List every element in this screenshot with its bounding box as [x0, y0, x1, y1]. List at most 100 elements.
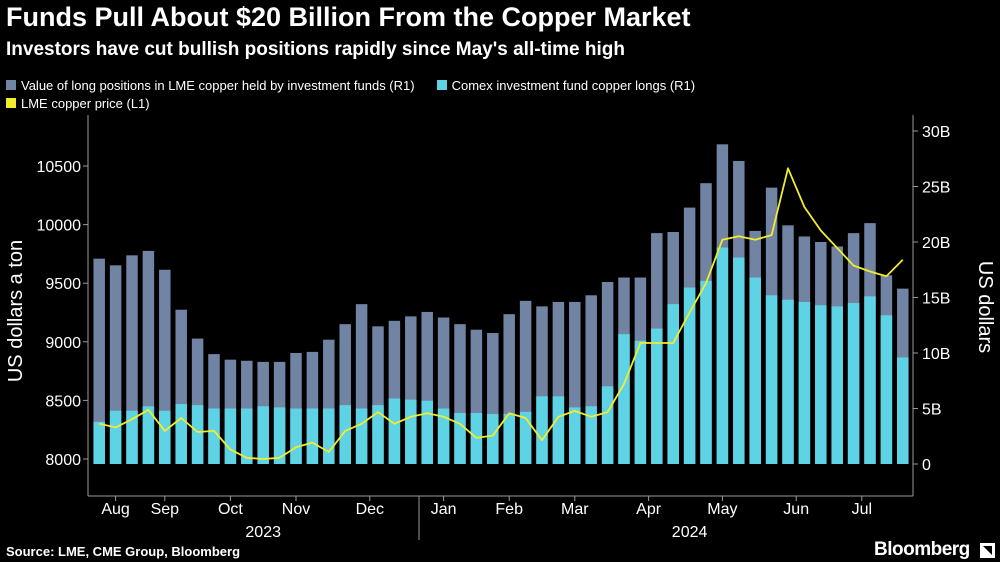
lme-fund-bar [175, 309, 187, 464]
comex-fund-bar [897, 357, 909, 464]
right-axis-tick-label: 10B [922, 346, 950, 363]
comex-fund-bar [142, 406, 155, 464]
comex-fund-bar [733, 257, 745, 464]
lme-fund-bar [388, 320, 401, 464]
right-axis-tick-label: 20B [922, 235, 950, 252]
comex-fund-bar [765, 295, 778, 464]
lme-fund-bar [552, 301, 565, 464]
lme-fund-bar [601, 281, 614, 464]
lme-fund-bar [487, 333, 499, 464]
x-axis-month-label: Dec [356, 501, 384, 518]
lme-fund-bar [503, 314, 515, 464]
comex-fund-bar [815, 305, 827, 464]
comex-fund-bar [651, 328, 663, 464]
comex-fund-bar [831, 306, 843, 464]
comex-fund-bar [601, 386, 614, 464]
comex-fund-bar [241, 408, 253, 464]
x-axis-month-label: Aug [101, 501, 129, 518]
legend-item-comex-funds: Comex investment fund copper longs (R1) [436, 77, 696, 93]
lme-fund-bar [437, 317, 450, 464]
legend-label-comex-funds: Comex investment fund copper longs (R1) [451, 77, 696, 93]
comex-fund-bar [782, 299, 794, 464]
lme-fund-bar [519, 300, 532, 464]
comex-fund-bar [847, 303, 860, 464]
lme-fund-bar [421, 311, 433, 464]
comex-fund-bar [109, 410, 122, 464]
left-axis-tick-label: 10000 [37, 218, 82, 235]
comex-fund-bar [224, 408, 237, 464]
left-axis-tick-label: 10500 [37, 159, 82, 176]
bloomberg-logo-icon [980, 543, 995, 558]
left-axis-tick-label: 9500 [45, 276, 81, 293]
comex-fund-bar [421, 400, 433, 464]
lme-fund-bar [585, 295, 597, 464]
comex-fund-bar [618, 334, 630, 464]
bloomberg-logo: Bloomberg [874, 539, 970, 560]
legend-item-lme-funds: Value of long positions in LME copper he… [6, 78, 415, 93]
comex-fund-bar [503, 414, 515, 464]
comex-fund-bar [290, 408, 302, 464]
lme-fund-bar [191, 338, 204, 464]
lme-fund-bar [339, 324, 351, 464]
legend-label-lme-price: LME copper price (L1) [21, 95, 150, 111]
comex-fund-bar [388, 398, 401, 464]
x-axis-year-label: 2023 [245, 524, 281, 541]
comex-fund-bar [569, 407, 581, 464]
comex-fund-bar [306, 408, 319, 464]
comex-fund-bar [716, 247, 729, 464]
comex-fund-bar [798, 301, 811, 464]
x-axis-month-label: Jun [783, 501, 809, 518]
lme-fund-bar [569, 301, 581, 464]
comex-fund-bar [93, 421, 105, 464]
legend-item-lme-price: LME copper price (L1) [6, 96, 150, 111]
legend-swatch-lme-price [6, 98, 16, 108]
legend-swatch-comex-funds [436, 80, 447, 90]
left-axis-title: US dollars a ton [5, 240, 27, 382]
comex-fund-bar [191, 405, 204, 464]
lme-fund-bar [109, 265, 122, 464]
left-axis-tick-label: 8500 [45, 393, 81, 410]
comex-fund-bar [519, 411, 532, 464]
x-axis-month-label: Apr [636, 501, 662, 518]
lme-fund-bar [372, 326, 384, 464]
comex-fund-bar [683, 287, 696, 464]
x-axis-month-label: Oct [218, 501, 243, 518]
comex-fund-bar [126, 410, 138, 464]
lme-fund-bar [470, 329, 483, 464]
comex-fund-bar [454, 412, 466, 464]
chart-title: Funds Pull About $20 Billion From the Co… [6, 2, 691, 32]
comex-fund-bar [208, 408, 220, 464]
x-axis-month-label: Nov [282, 501, 310, 518]
comex-fund-bar [355, 408, 368, 464]
lme-fund-bar [536, 306, 548, 464]
right-axis-tick-label: 15B [922, 291, 950, 308]
legend-label-lme-funds: Value of long positions in LME copper he… [21, 77, 415, 93]
lme-fund-bar [323, 339, 335, 464]
chart-subtitle: Investors have cut bullish positions rap… [6, 39, 626, 60]
comex-fund-bar [487, 414, 499, 464]
right-axis-tick-label: 25B [922, 180, 950, 197]
lme-fund-bar [159, 269, 171, 464]
left-axis-tick-label: 8000 [45, 452, 81, 469]
lme-fund-bar [355, 304, 368, 464]
source-note: Source: LME, CME Group, Bloomberg [6, 544, 241, 559]
x-axis-month-label: Feb [495, 501, 523, 518]
comex-fund-bar [273, 407, 286, 464]
comex-fund-bar [552, 396, 565, 464]
left-axis-tick-label: 9000 [45, 335, 81, 352]
comex-fund-bar [405, 399, 417, 464]
comex-fund-bar [700, 280, 712, 464]
x-axis-month-label: Jan [431, 501, 457, 518]
right-axis-tick-label: 0 [922, 457, 931, 474]
legend: Value of long positions in LME copper he… [6, 76, 996, 112]
legend-swatch-lme-funds [6, 80, 16, 90]
comex-fund-bar [372, 405, 384, 464]
comex-fund-bar [257, 406, 269, 464]
lme-fund-bar [405, 316, 417, 464]
comex-fund-bar [339, 405, 351, 464]
comex-fund-bar [880, 315, 893, 464]
x-axis-year-label: 2024 [672, 524, 708, 541]
lme-fund-bar [126, 255, 138, 464]
lme-fund-bar [142, 250, 155, 464]
